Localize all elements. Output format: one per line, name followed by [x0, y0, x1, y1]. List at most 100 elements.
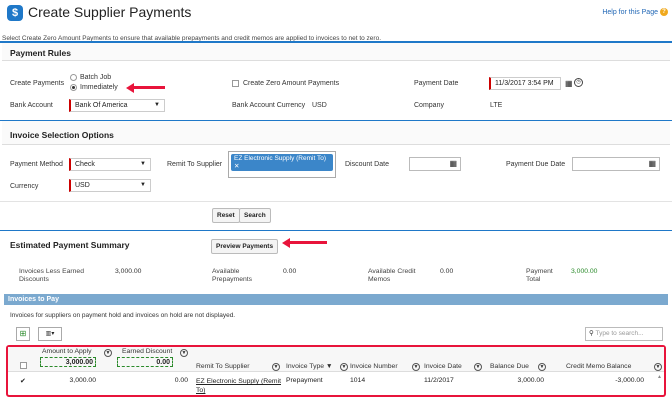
chevron-down-icon: ▼: [140, 161, 146, 167]
annotation-arrow-head: [282, 238, 290, 248]
annotation-arrow: [289, 241, 327, 244]
help-label: Help for this Page: [602, 8, 658, 16]
row-earned[interactable]: 0.00: [174, 377, 188, 384]
close-icon[interactable]: ✕: [234, 163, 240, 170]
section-divider: [0, 230, 672, 231]
remit-tag-label: EZ Electronic Supply (Remit To): [234, 155, 326, 162]
filter-icon[interactable]: ▼: [412, 363, 420, 371]
summary-title: Estimated Payment Summary: [10, 240, 130, 250]
prepayments-label: Available Prepayments: [212, 268, 253, 283]
annotation-arrow: [133, 86, 165, 89]
payment-method-select[interactable]: Check ▼: [69, 158, 151, 171]
col-remit: Remit To Supplier: [196, 363, 250, 370]
invoices-grid: [6, 345, 666, 397]
chevron-down-icon: ▼: [154, 102, 160, 108]
col-type: Invoice Type ▼: [286, 363, 333, 370]
select-all-checkbox[interactable]: [20, 362, 27, 369]
credit-memos-value: 0.00: [440, 268, 454, 275]
prepayments-value: 0.00: [283, 268, 297, 275]
zero-amount-checkbox[interactable]: [232, 80, 239, 87]
reset-button[interactable]: Reset: [212, 208, 240, 223]
remit-multiselect[interactable]: EZ Electronic Supply (Remit To) ✕: [228, 151, 336, 178]
bank-account-select[interactable]: Bank Of America ▼: [69, 99, 165, 112]
remit-tag[interactable]: EZ Electronic Supply (Remit To) ✕: [231, 154, 333, 171]
filter-icon[interactable]: ▼: [474, 363, 482, 371]
discount-date-label: Discount Date: [345, 161, 389, 168]
currency-label: Currency: [10, 183, 39, 190]
payment-total-label: Payment Total: [526, 268, 553, 283]
less-earned-label: Invoices Less Earned Discounts: [19, 268, 84, 283]
filter-icon[interactable]: ▼: [180, 349, 188, 357]
row-type: Prepayment: [286, 377, 323, 384]
row-checkbox[interactable]: ✔: [20, 378, 26, 385]
payment-total-value: 3,000.00: [571, 268, 598, 275]
export-icon[interactable]: ⊞: [16, 327, 30, 341]
earned-total: 0.00: [117, 357, 173, 367]
filter-icon[interactable]: ▼: [340, 363, 348, 371]
page-subtitle: Select Create Zero Amount Payments to en…: [2, 35, 382, 42]
col-date: Invoice Date: [424, 363, 462, 370]
batch-job-option[interactable]: Batch Job: [70, 74, 111, 81]
payment-date-label: Payment Date: [414, 80, 459, 87]
scroll-up-icon[interactable]: ▲: [657, 374, 662, 380]
filter-icon[interactable]: ▼: [654, 363, 662, 371]
payment-rules-header: [2, 43, 670, 61]
section-divider: [0, 120, 672, 121]
company-value: LTE: [490, 102, 503, 109]
search-input[interactable]: ⚲ Type to search...: [585, 327, 663, 341]
row-credit: -3,000.00: [615, 377, 644, 384]
invoices-to-pay-bar: Invoices to Pay: [4, 294, 668, 305]
divider: [0, 201, 672, 202]
batch-job-radio[interactable]: [70, 74, 77, 81]
create-payments-label: Create Payments: [10, 80, 65, 87]
help-link[interactable]: Help for this Page?: [602, 8, 668, 16]
calendar-icon[interactable]: ▦: [449, 159, 457, 168]
row-amount[interactable]: 3,000.00: [69, 377, 96, 384]
columns-icon[interactable]: ▥▾: [38, 327, 62, 341]
col-balance: Balance Due: [490, 363, 529, 370]
row-remit-link[interactable]: EZ Electronic Supply (Remit To): [196, 378, 281, 394]
calendar-icon[interactable]: ▦: [648, 159, 656, 168]
payment-due-field[interactable]: ▦: [572, 157, 660, 171]
annotation-arrow-head: [126, 83, 134, 93]
page-title: Create Supplier Payments: [28, 4, 192, 20]
preview-payments-button[interactable]: Preview Payments: [211, 239, 279, 254]
calendar-icon[interactable]: ▦: [565, 79, 573, 88]
filter-icon[interactable]: ▼: [272, 363, 280, 371]
immediately-label: Immediately: [80, 84, 118, 91]
search-button[interactable]: Search: [239, 208, 271, 223]
zero-amount-option[interactable]: Create Zero Amount Payments: [232, 80, 339, 87]
payment-date-field[interactable]: 11/3/2017 3:54 PM: [489, 77, 561, 90]
payment-rules-title: Payment Rules: [10, 48, 71, 58]
search-icon: ⚲: [589, 330, 594, 337]
payment-method-value: Check: [75, 161, 95, 168]
bank-account-label: Bank Account: [10, 102, 53, 109]
help-icon: ?: [660, 8, 668, 16]
zero-amount-label: Create Zero Amount Payments: [243, 80, 340, 87]
amount-total: 3,000.00: [40, 357, 96, 367]
row-date: 11/2/2017: [424, 377, 454, 384]
clock-icon[interactable]: ◷: [574, 78, 583, 87]
immediately-radio[interactable]: [70, 84, 77, 91]
batch-job-label: Batch Job: [80, 74, 112, 81]
filter-icon[interactable]: ▼: [104, 349, 112, 357]
header-divider: [0, 41, 672, 43]
app-icon: $: [7, 5, 23, 21]
bank-currency-value: USD: [312, 102, 327, 109]
filter-icon[interactable]: ▼: [538, 363, 546, 371]
payment-due-label: Payment Due Date: [506, 161, 566, 168]
row-balance: 3,000.00: [517, 377, 544, 384]
bank-currency-label: Bank Account Currency: [232, 102, 306, 109]
credit-memos-label: Available Credit Memos: [368, 268, 416, 283]
immediately-option[interactable]: Immediately: [70, 84, 118, 91]
col-amount: Amount to Apply: [42, 348, 92, 355]
col-credit: Credit Memo Balance: [566, 363, 632, 370]
company-label: Company: [414, 102, 444, 109]
chevron-down-icon: ▼: [140, 182, 146, 188]
payment-method-label: Payment Method: [10, 161, 63, 168]
currency-value: USD: [75, 182, 90, 189]
invoices-note: Invoices for suppliers on payment hold a…: [10, 312, 236, 319]
currency-select[interactable]: USD ▼: [69, 179, 151, 192]
discount-date-field[interactable]: ▦: [409, 157, 461, 171]
col-number: Invoice Number: [350, 363, 398, 370]
